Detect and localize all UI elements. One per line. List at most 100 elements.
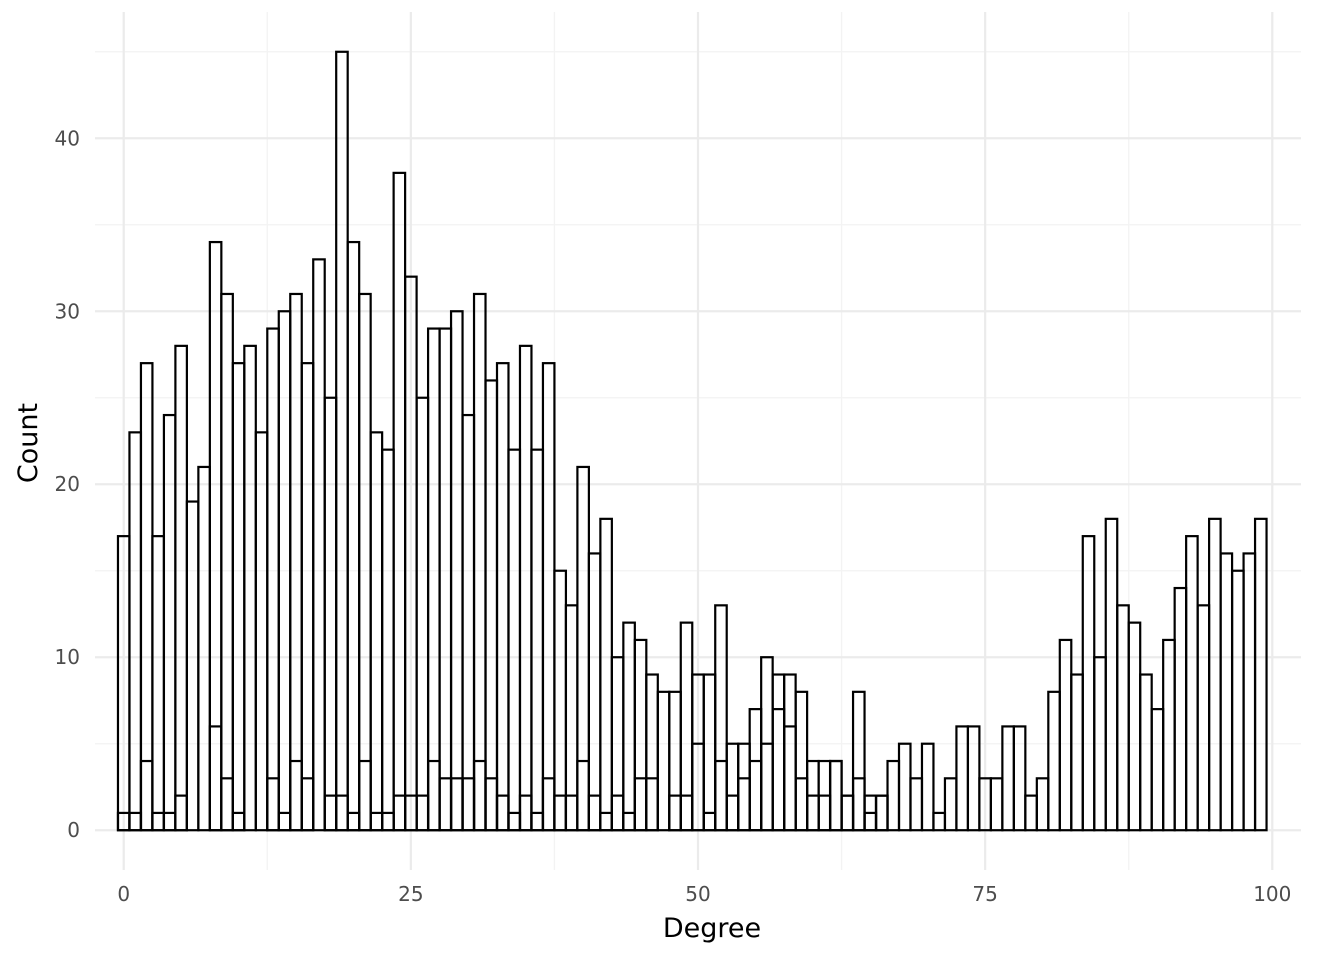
- histogram-bar: [277, 811, 292, 832]
- histogram-bar: [874, 794, 889, 832]
- histogram-bar: [484, 379, 499, 832]
- histogram-bar: [335, 794, 349, 832]
- histogram-bar: [530, 811, 545, 832]
- histogram-bar: [748, 708, 763, 832]
- histogram-bar: [231, 362, 246, 832]
- histogram-bar: [874, 794, 889, 832]
- histogram-bar: [139, 759, 154, 832]
- x-tick-label: 0: [117, 882, 130, 906]
- histogram-bar: [806, 794, 820, 832]
- histogram-bar: [828, 759, 843, 832]
- histogram-bar: [1173, 586, 1188, 832]
- histogram-bar: [335, 50, 349, 832]
- x-axis-title: Degree: [663, 913, 761, 944]
- histogram-bar: [472, 759, 487, 832]
- histogram-bar: [679, 794, 694, 832]
- histogram-bar: [289, 759, 303, 832]
- y-tick-label: 40: [55, 126, 80, 150]
- histogram-bar: [840, 794, 855, 832]
- histogram-bar: [208, 725, 223, 832]
- histogram-bar: [1012, 725, 1027, 832]
- major-gridlines: [95, 12, 1301, 870]
- histogram-bar: [622, 811, 636, 832]
- histogram-bar: [943, 777, 958, 832]
- histogram-bar: [1104, 517, 1119, 832]
- histogram-bar: [541, 777, 556, 832]
- histogram-bar: [507, 811, 522, 832]
- histogram-bar: [1024, 794, 1038, 832]
- histogram-bar: [587, 552, 602, 832]
- y-tick-label: 30: [55, 299, 80, 323]
- histogram-bar: [426, 327, 441, 832]
- histogram-bar: [518, 344, 533, 832]
- histogram-bar: [587, 794, 602, 832]
- histogram-bar: [300, 777, 315, 832]
- histogram-bar: [851, 690, 866, 832]
- histogram-bar: [1253, 517, 1268, 832]
- histogram-bar: [162, 811, 177, 832]
- x-tick-label: 25: [398, 882, 423, 906]
- histogram-bar: [886, 759, 901, 832]
- histogram-bar: [243, 344, 257, 832]
- histogram-bar: [438, 777, 453, 832]
- histogram-bar: [1150, 708, 1165, 832]
- histogram-bar: [220, 777, 234, 832]
- histogram-bar: [679, 621, 694, 832]
- histogram-bar: [220, 292, 234, 832]
- histogram-bar: [1208, 517, 1222, 832]
- histogram-bar: [633, 638, 648, 832]
- histogram-bar: [1070, 673, 1084, 832]
- histogram-bar: [564, 794, 579, 832]
- histogram-bar: [828, 759, 843, 832]
- histogram-bar: [415, 794, 430, 832]
- histogram-bar: [576, 465, 590, 832]
- histogram-bar: [381, 811, 395, 832]
- histogram-bar: [920, 742, 935, 832]
- histogram-bar: [369, 431, 384, 832]
- histogram-bar: [1127, 621, 1142, 832]
- histogram-bar: [254, 431, 269, 832]
- histogram-bar: [989, 777, 1004, 832]
- histogram-bar: [863, 811, 878, 832]
- histogram-bar: [714, 604, 728, 832]
- histogram-bar: [208, 240, 223, 832]
- histogram-bar: [518, 794, 533, 832]
- histogram-bar: [622, 621, 636, 832]
- histogram-bar: [358, 759, 372, 832]
- histogram-bar: [541, 362, 556, 832]
- y-tick-label: 10: [55, 645, 80, 669]
- histogram-bar: [530, 448, 545, 832]
- histogram-bar: [1219, 552, 1234, 832]
- x-tick-label: 100: [1253, 882, 1291, 906]
- histogram-bar: [312, 258, 326, 832]
- y-axis-tick-labels: 0 10 20 30 40: [55, 126, 80, 842]
- histogram-bar: [231, 811, 246, 832]
- histogram-bar: [599, 517, 613, 832]
- histogram-bar: [266, 777, 280, 832]
- histogram-bar: [1162, 638, 1176, 832]
- histogram-bar: [1242, 552, 1257, 832]
- histogram-bar: [633, 777, 648, 832]
- histogram-bar: [128, 431, 143, 832]
- histogram-bar: [266, 327, 280, 832]
- y-tick-label: 20: [55, 472, 80, 496]
- histogram-bar: [346, 811, 361, 832]
- histogram-bar: [381, 448, 395, 832]
- histogram-bar: [725, 742, 740, 832]
- histogram-bar: [645, 777, 659, 832]
- histogram-bar: [461, 413, 476, 832]
- histogram-bar: [840, 794, 855, 832]
- histogram-bar: [783, 673, 797, 832]
- histogram-bar: [817, 794, 832, 832]
- histogram-bar: [1116, 604, 1130, 832]
- histogram-bar: [771, 708, 786, 832]
- histogram-bar: [151, 811, 166, 832]
- x-axis-tick-labels: 0 25 50 75 100: [117, 882, 1291, 906]
- histogram-bar: [737, 742, 751, 832]
- histogram-bar: [358, 292, 372, 832]
- x-tick-label: 50: [685, 882, 710, 906]
- histogram-bar: [128, 811, 143, 832]
- histogram-bar: [553, 569, 568, 832]
- histogram-bar: [323, 396, 338, 832]
- histogram-bar: [966, 725, 981, 832]
